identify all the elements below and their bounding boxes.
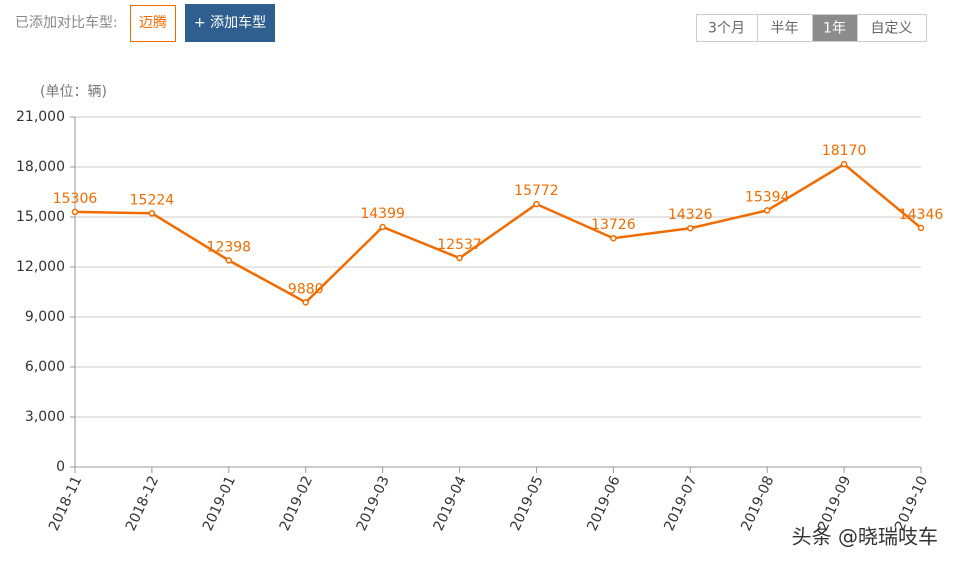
add-button[interactable] — [185, 4, 275, 42]
data-label: 14346 — [899, 207, 944, 223]
data-label: 12537 — [437, 237, 482, 253]
point — [533, 200, 540, 208]
range-button-text[interactable]: 自定义 — [871, 21, 913, 37]
range-button[interactable] — [757, 14, 813, 42]
range-button-text[interactable]: 1年 — [823, 21, 846, 37]
x-tick-label: 2018-11 — [46, 474, 85, 534]
point — [302, 299, 309, 306]
point — [687, 224, 694, 232]
point — [763, 207, 771, 214]
toolbar-label: 已添加对比车型: — [15, 14, 118, 31]
y-tick-label: 3,000 — [25, 409, 65, 425]
y-tick-label: 15,000 — [16, 209, 65, 225]
y-tick-label: 21,000 — [16, 109, 65, 125]
range-button[interactable] — [696, 14, 758, 42]
y-tick-label: 9,000 — [25, 309, 65, 325]
point — [610, 234, 617, 242]
point — [917, 224, 925, 232]
point — [840, 160, 848, 168]
range-button[interactable] — [812, 14, 858, 42]
y-tick-label: 0 — [56, 459, 65, 475]
y-tick-label: 6,000 — [25, 359, 65, 375]
x-tick-label: 2019-04 — [431, 474, 470, 534]
y-tick-label: 12,000 — [16, 259, 65, 275]
data-label: 15394 — [745, 189, 790, 205]
add-button-text[interactable]: + 添加车型 — [194, 14, 266, 31]
x-tick-label: 2019-08 — [738, 474, 777, 534]
x-tick-label: 2018-12 — [123, 474, 162, 534]
range-button-text[interactable]: 3个月 — [708, 21, 745, 37]
x-tick-label: 2019-02 — [277, 474, 316, 534]
point — [148, 210, 156, 217]
data-label: 15306 — [53, 191, 98, 207]
point — [225, 257, 233, 264]
point — [379, 223, 386, 231]
point — [71, 208, 79, 216]
range-button-text[interactable]: 半年 — [771, 21, 799, 37]
point — [456, 254, 463, 262]
data-label: 14399 — [360, 206, 405, 222]
data-label: 13726 — [591, 217, 636, 233]
x-tick-label: 2019-05 — [507, 474, 546, 534]
series-line — [74, 162, 922, 304]
data-label: 15224 — [130, 192, 175, 208]
data-label: 15772 — [514, 183, 559, 199]
data-label: 12398 — [207, 239, 252, 255]
x-tick-label: 2019-03 — [354, 474, 393, 534]
y-tick-label: 18,000 — [16, 159, 65, 175]
x-tick-label: 2019-01 — [200, 474, 239, 534]
watermark: 头条 @晓瑞吱车 — [792, 525, 938, 549]
data-label: 14326 — [668, 207, 713, 223]
selected-model[interactable]: 迈腾 — [139, 14, 167, 31]
range-button[interactable] — [857, 14, 927, 42]
x-tick-label: 2019-07 — [661, 474, 700, 534]
data-label: 9880 — [288, 281, 324, 297]
x-tick-label: 2019-06 — [584, 474, 623, 534]
y-axis-label: (单位：辆) — [40, 84, 107, 100]
selected-model-box[interactable] — [130, 5, 176, 42]
data-label: 18170 — [822, 143, 867, 159]
